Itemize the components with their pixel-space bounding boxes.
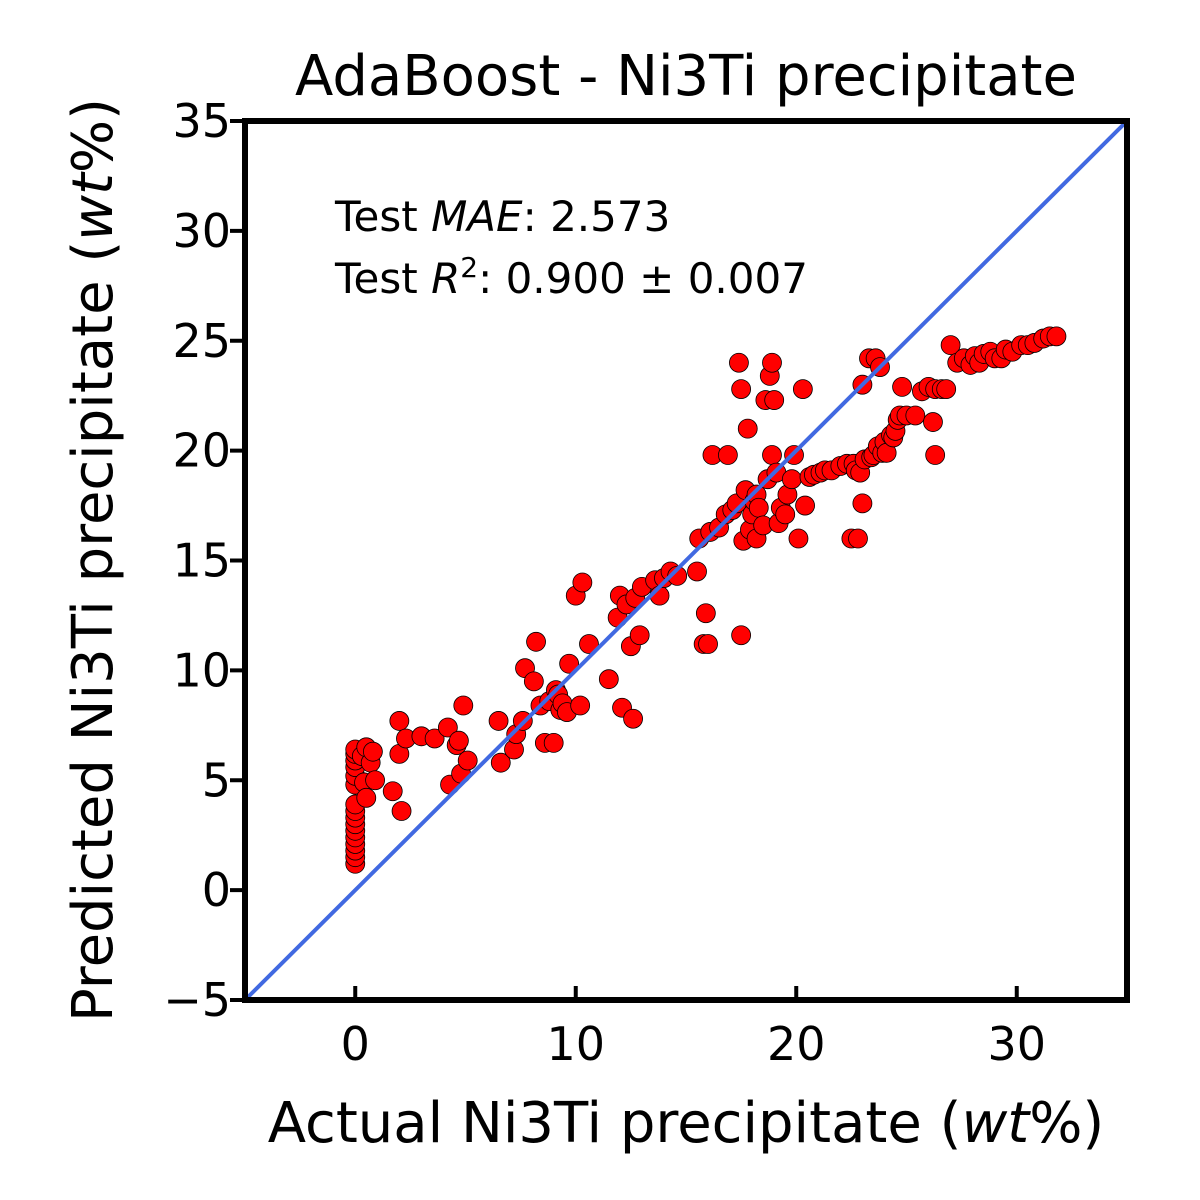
plot-frame <box>242 118 1130 1003</box>
data-point <box>717 445 738 465</box>
data-point <box>572 572 593 593</box>
data-point <box>1046 326 1067 347</box>
y-axis-title: Predicted Ni3Ti precipitate (wt%) <box>61 98 126 1022</box>
data-point <box>543 732 564 753</box>
data-point <box>457 750 478 771</box>
annotation-mae: Test MAE: 2.573 <box>334 192 670 241</box>
data-point <box>729 352 749 373</box>
data-point <box>764 390 785 410</box>
y-tick-label: 25 <box>172 314 231 368</box>
data-point <box>598 669 619 690</box>
x-tick-label: 20 <box>767 1017 826 1071</box>
data-point <box>925 445 946 465</box>
data-point <box>579 634 599 654</box>
y-tick-label: 20 <box>172 424 231 478</box>
data-point <box>731 379 752 399</box>
y-tick-label: 0 <box>202 863 231 917</box>
x-axis-ticks: 0 10 20 30 <box>341 986 1046 1071</box>
data-point <box>526 631 546 652</box>
y-tick-label: 30 <box>172 204 231 258</box>
data-point <box>792 379 813 399</box>
data-point <box>695 603 716 624</box>
data-point <box>389 711 410 731</box>
x-tick-label: 30 <box>987 1017 1046 1071</box>
y-tick-label: 10 <box>172 643 231 697</box>
data-point <box>781 469 802 490</box>
data-point <box>391 801 412 821</box>
data-point <box>365 770 385 791</box>
data-point <box>936 379 957 399</box>
data-point <box>852 493 873 514</box>
data-point <box>667 565 688 586</box>
data-point <box>698 634 718 654</box>
data-point <box>775 504 796 525</box>
data-point <box>762 445 782 465</box>
y-axis-ticks: −5 0 5 10 15 20 25 30 35 <box>163 94 242 1027</box>
data-point <box>629 625 650 646</box>
y-tick-label: 15 <box>172 534 231 588</box>
data-point <box>731 625 752 646</box>
data-point <box>748 497 769 518</box>
data-point <box>623 708 643 729</box>
y-tick-label: 35 <box>172 94 231 148</box>
data-point <box>490 752 511 773</box>
y-tick-label: −5 <box>163 973 231 1027</box>
data-point <box>848 528 868 549</box>
identity-line <box>243 119 1129 1002</box>
data-point <box>687 561 707 582</box>
y-tick-label: 5 <box>202 753 231 807</box>
data-point <box>488 711 509 731</box>
x-axis-title: Actual Ni3Ti precipitate (wt%) <box>268 1091 1105 1156</box>
plot-area <box>242 118 1130 1003</box>
x-tick-label: 0 <box>341 1017 370 1071</box>
annotation-r2: Test R2: 0.900 ± 0.007 <box>334 251 808 303</box>
data-point <box>453 695 474 716</box>
data-point <box>356 787 377 808</box>
data-point <box>737 418 758 439</box>
data-point <box>523 671 544 692</box>
data-point <box>437 717 458 738</box>
data-point <box>795 495 815 516</box>
data-point <box>923 412 943 432</box>
chart-title: AdaBoost - Ni3Ti precipitate <box>295 44 1077 109</box>
data-point <box>905 405 926 426</box>
points-layer <box>345 326 1067 874</box>
data-point <box>448 730 469 751</box>
data-point <box>382 781 403 802</box>
data-point <box>424 728 445 749</box>
data-point <box>570 695 591 716</box>
data-point <box>762 352 782 373</box>
data-point <box>892 376 912 397</box>
x-tick-label: 10 <box>546 1017 605 1071</box>
data-point <box>362 741 383 762</box>
data-point <box>559 653 580 674</box>
data-point <box>940 335 961 356</box>
data-point <box>788 528 809 549</box>
